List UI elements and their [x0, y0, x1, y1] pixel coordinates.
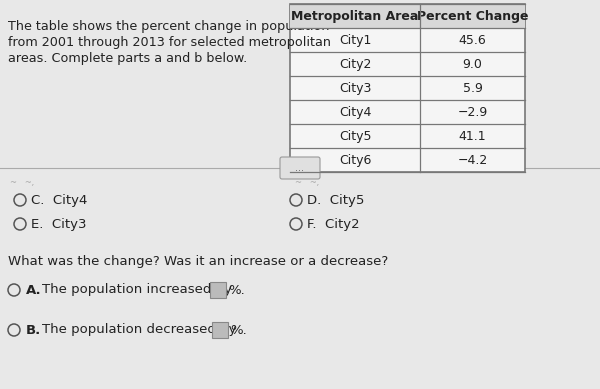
- Text: D.  City5: D. City5: [307, 193, 364, 207]
- FancyBboxPatch shape: [212, 322, 228, 338]
- Text: City4: City4: [339, 105, 371, 119]
- Text: %.: %.: [230, 324, 247, 336]
- Text: B.: B.: [26, 324, 41, 336]
- Text: ~   ~,: ~ ~,: [10, 178, 35, 187]
- FancyBboxPatch shape: [290, 4, 525, 172]
- Text: E.  City3: E. City3: [31, 217, 86, 231]
- Text: City3: City3: [339, 82, 371, 95]
- FancyBboxPatch shape: [290, 4, 525, 28]
- Text: City5: City5: [339, 130, 371, 142]
- Text: C.  City4: C. City4: [31, 193, 88, 207]
- Text: 9.0: 9.0: [463, 58, 482, 70]
- Text: A.: A.: [26, 284, 41, 296]
- Text: 5.9: 5.9: [463, 82, 482, 95]
- Text: Metropolitan Area: Metropolitan Area: [292, 9, 419, 23]
- FancyBboxPatch shape: [210, 282, 226, 298]
- Text: ~   ~,: ~ ~,: [295, 178, 320, 187]
- Text: ...: ...: [296, 163, 305, 173]
- Text: 41.1: 41.1: [458, 130, 487, 142]
- Text: The population decreased by: The population decreased by: [42, 324, 236, 336]
- Text: %.: %.: [228, 284, 245, 296]
- Text: Percent Change: Percent Change: [417, 9, 528, 23]
- Text: City1: City1: [339, 33, 371, 47]
- Text: −4.2: −4.2: [457, 154, 488, 166]
- Text: City6: City6: [339, 154, 371, 166]
- FancyBboxPatch shape: [280, 157, 320, 179]
- Text: What was the change? Was it an increase or a decrease?: What was the change? Was it an increase …: [8, 255, 388, 268]
- Text: City2: City2: [339, 58, 371, 70]
- Text: F.  City2: F. City2: [307, 217, 359, 231]
- Text: −2.9: −2.9: [457, 105, 488, 119]
- Text: areas. Complete parts a and b below.: areas. Complete parts a and b below.: [8, 52, 247, 65]
- Text: The table shows the percent change in population: The table shows the percent change in po…: [8, 20, 329, 33]
- Text: from 2001 through 2013 for selected metropolitan: from 2001 through 2013 for selected metr…: [8, 36, 331, 49]
- Text: 45.6: 45.6: [458, 33, 487, 47]
- Text: The population increased by: The population increased by: [42, 284, 232, 296]
